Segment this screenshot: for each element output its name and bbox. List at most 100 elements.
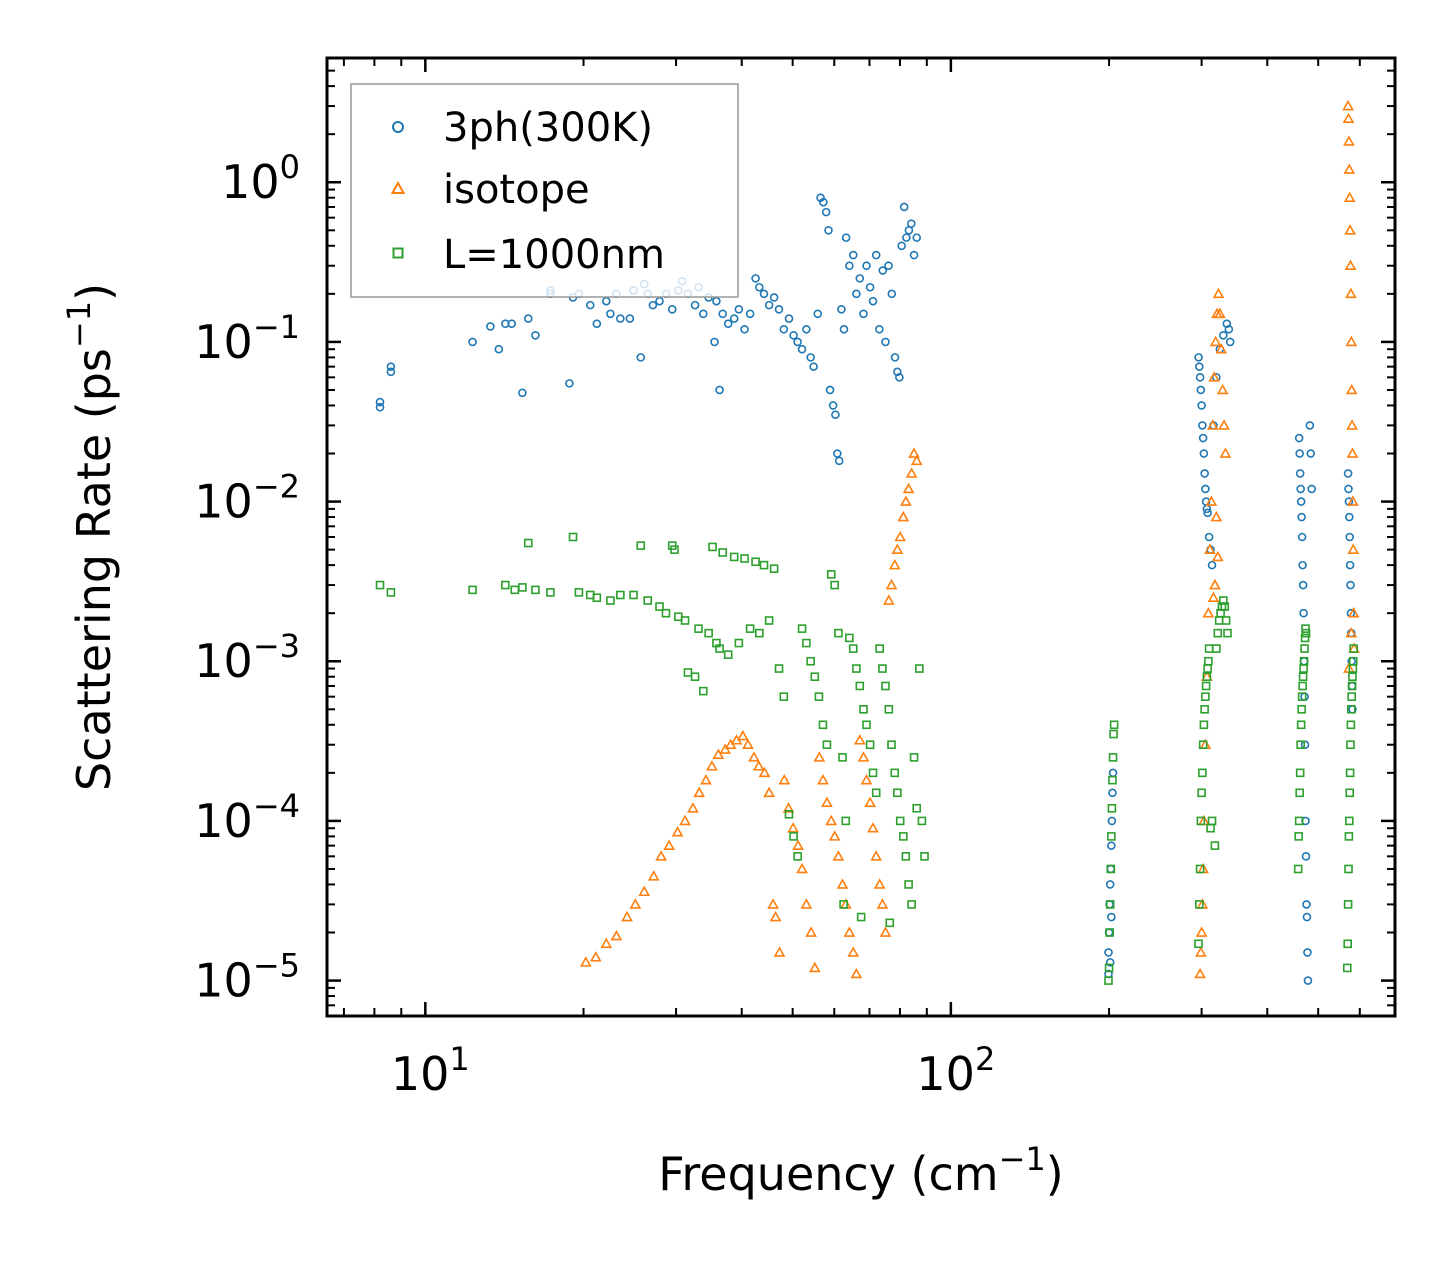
data-point bbox=[875, 644, 884, 653]
data-point bbox=[1345, 560, 1355, 570]
data-point bbox=[1299, 656, 1309, 666]
data-point bbox=[876, 898, 889, 909]
data-point bbox=[616, 590, 625, 600]
data-point bbox=[773, 946, 786, 957]
data-point bbox=[1345, 816, 1354, 826]
data-point bbox=[606, 309, 615, 319]
data-point bbox=[1343, 900, 1353, 909]
data-point bbox=[1224, 324, 1234, 334]
data-point bbox=[1345, 383, 1358, 395]
data-point bbox=[1306, 449, 1316, 458]
data-point bbox=[655, 850, 668, 861]
data-point bbox=[1195, 864, 1205, 874]
data-point bbox=[1213, 628, 1223, 638]
data-point bbox=[1107, 832, 1116, 841]
y-axis-label-exp: −1 bbox=[60, 301, 98, 348]
data-point bbox=[1301, 628, 1311, 638]
data-point bbox=[774, 664, 784, 673]
data-point bbox=[875, 324, 884, 334]
x-tick-base: 10 bbox=[916, 1047, 975, 1101]
data-point bbox=[1342, 112, 1355, 124]
data-point bbox=[806, 656, 815, 666]
data-point bbox=[897, 510, 910, 522]
data-point bbox=[1300, 644, 1309, 653]
x-tick-base: 10 bbox=[391, 1047, 450, 1101]
data-point bbox=[1215, 343, 1228, 354]
data-point bbox=[1202, 607, 1215, 618]
data-point bbox=[894, 530, 907, 542]
data-point bbox=[808, 961, 821, 973]
data-point bbox=[712, 748, 725, 759]
data-point bbox=[636, 541, 646, 550]
data-point bbox=[856, 912, 866, 922]
data-point bbox=[1107, 841, 1116, 850]
data-point bbox=[1225, 337, 1235, 347]
data-point bbox=[879, 926, 892, 937]
data-point bbox=[909, 250, 919, 260]
data-point bbox=[855, 274, 865, 283]
data-point bbox=[1108, 788, 1117, 798]
data-point bbox=[1221, 616, 1231, 625]
data-point bbox=[715, 385, 724, 395]
data-point bbox=[723, 650, 733, 659]
data-point bbox=[694, 624, 703, 633]
data-point bbox=[834, 456, 844, 466]
data-point bbox=[1198, 421, 1207, 430]
data-point bbox=[789, 331, 798, 340]
data-point bbox=[740, 324, 749, 334]
data-point bbox=[868, 768, 878, 778]
data-point bbox=[638, 885, 651, 897]
data-point bbox=[881, 681, 890, 691]
data-point bbox=[787, 822, 799, 833]
data-point bbox=[848, 644, 858, 653]
data-point bbox=[904, 880, 913, 889]
data-point bbox=[870, 850, 883, 861]
data-point bbox=[1196, 816, 1206, 826]
data-point bbox=[813, 751, 826, 762]
data-point bbox=[1297, 512, 1306, 522]
data-point bbox=[1294, 832, 1303, 841]
data-point bbox=[606, 596, 615, 605]
y-tick-exp: −1 bbox=[253, 308, 300, 346]
data-point bbox=[1346, 740, 1355, 750]
data-point bbox=[386, 588, 396, 597]
legend-marker-isotope bbox=[390, 180, 406, 194]
data-point bbox=[1207, 560, 1217, 570]
data-point bbox=[759, 289, 769, 299]
data-point bbox=[1345, 626, 1358, 638]
data-point bbox=[579, 956, 592, 967]
data-point bbox=[1295, 768, 1305, 778]
data-point bbox=[715, 644, 724, 653]
x-axis-label-text: Frequency (cm bbox=[658, 1147, 998, 1201]
data-point bbox=[824, 226, 833, 235]
legend: 3ph(300K) isotope L=1000nm bbox=[350, 83, 739, 298]
data-point bbox=[899, 202, 909, 212]
data-point bbox=[1295, 788, 1304, 798]
data-point bbox=[1346, 419, 1358, 430]
data-point bbox=[850, 967, 863, 979]
data-point bbox=[1194, 967, 1206, 979]
data-point bbox=[1298, 580, 1308, 590]
data-point bbox=[895, 373, 904, 382]
data-point bbox=[1346, 580, 1355, 590]
data-point bbox=[825, 814, 838, 826]
data-point bbox=[857, 751, 870, 762]
plot-frame bbox=[325, 56, 1397, 1018]
data-point bbox=[1307, 484, 1317, 494]
data-point bbox=[568, 532, 578, 542]
legend-label-isotope: isotope bbox=[443, 167, 590, 213]
data-point bbox=[805, 926, 817, 937]
x-axis-label: Frequency (cm−1) bbox=[658, 1140, 1063, 1201]
data-point bbox=[700, 774, 712, 785]
data-point bbox=[1295, 469, 1305, 478]
data-point bbox=[1212, 644, 1221, 653]
data-point bbox=[565, 379, 574, 388]
data-point bbox=[742, 738, 754, 750]
data-point bbox=[902, 482, 915, 494]
data-point bbox=[796, 862, 808, 874]
x-tick-exp: 1 bbox=[449, 1040, 469, 1078]
data-point bbox=[1223, 628, 1232, 638]
data-point bbox=[891, 543, 904, 554]
data-point bbox=[518, 583, 527, 592]
